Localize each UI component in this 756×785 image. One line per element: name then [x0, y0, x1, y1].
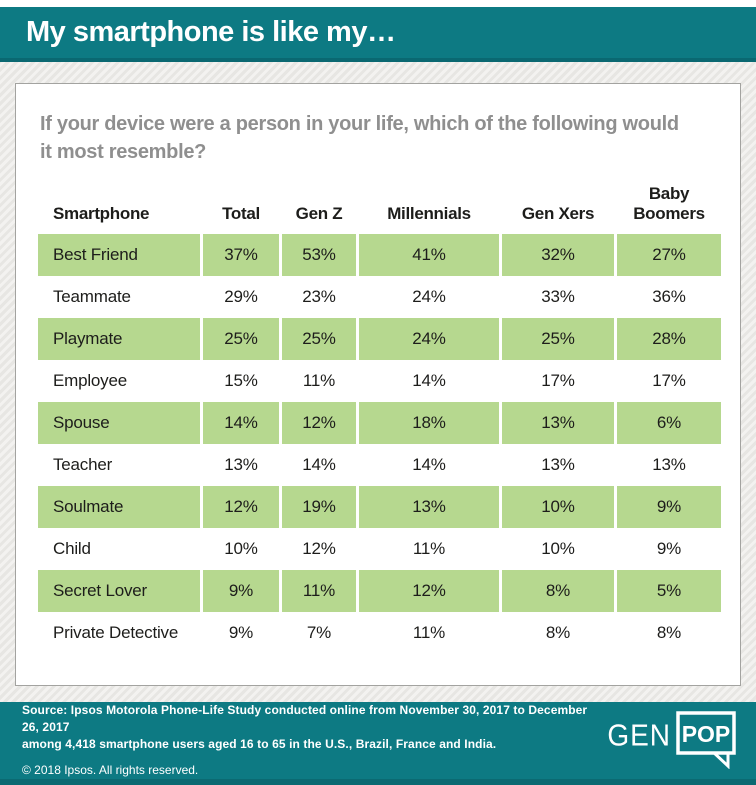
row-value: 25% — [282, 318, 356, 361]
row-value: 13% — [359, 486, 499, 529]
row-value: 13% — [224, 455, 258, 475]
row-label: Employee — [53, 371, 127, 391]
table-row: Private Detective 9% 7% 11% 8% 8% — [38, 612, 722, 654]
col-header-millennials: Millennials — [387, 203, 471, 223]
row-value: 14% — [412, 455, 446, 475]
col-header-babyboomers: Baby Boomers — [633, 184, 705, 223]
table-row: Child 10% 12% 11% 10% 9% — [38, 528, 722, 570]
pop-text: POP — [682, 721, 731, 747]
footer-bar: Source: Ipsos Motorola Phone-Life Study … — [0, 702, 756, 785]
row-value: 10% — [541, 539, 575, 559]
row-value: 9% — [228, 623, 254, 643]
table-row: Spouse 14% 12% 18% 13% 6% — [38, 402, 722, 445]
row-value: 8% — [545, 623, 571, 643]
row-value: 18% — [359, 402, 499, 445]
row-label: Secret Lover — [38, 570, 200, 613]
row-label: Soulmate — [38, 486, 200, 529]
row-value: 37% — [203, 234, 279, 277]
row-value: 10% — [224, 539, 258, 559]
row-value: 41% — [359, 234, 499, 277]
row-value: 11% — [412, 539, 446, 559]
row-label: Spouse — [38, 402, 200, 445]
row-value: 7% — [306, 623, 332, 643]
row-value: 12% — [282, 402, 356, 445]
col-header-genz: Gen Z — [295, 203, 343, 223]
row-value: 15% — [224, 371, 258, 391]
row-value: 14% — [302, 455, 336, 475]
row-value: 24% — [412, 287, 446, 307]
source-text-line1: Source: Ipsos Motorola Phone-Life Study … — [22, 703, 588, 734]
row-label: Teammate — [53, 287, 131, 307]
row-value: 33% — [541, 287, 575, 307]
table-body: Best Friend 37% 53% 41% 32% 27% Teammate 29% 23%… — [38, 234, 722, 654]
col-header-genxers: Gen Xers — [521, 203, 595, 223]
row-value: 11% — [412, 623, 446, 643]
row-value: 10% — [502, 486, 614, 529]
row-value: 5% — [617, 570, 721, 613]
row-value: 17% — [541, 371, 575, 391]
row-value: 12% — [302, 539, 336, 559]
table-row: Playmate 25% 25% 24% 25% 28% — [38, 318, 722, 361]
table-row: Teammate 29% 23% 24% 33% 36% — [38, 276, 722, 318]
copyright-text: © 2018 Ipsos. All rights reserved. — [22, 763, 199, 777]
row-value: 11% — [302, 371, 336, 391]
row-value: 29% — [224, 287, 258, 307]
row-value: 36% — [652, 287, 686, 307]
row-value: 19% — [282, 486, 356, 529]
top-strip — [0, 0, 756, 7]
row-value: 24% — [359, 318, 499, 361]
resemblance-table: Smartphone Total Gen Z Millennials Gen X… — [38, 180, 722, 654]
row-value: 32% — [502, 234, 614, 277]
row-value: 13% — [541, 455, 575, 475]
row-value: 17% — [652, 371, 686, 391]
source-text-line2: among 4,418 smartphone users aged 16 to … — [22, 737, 497, 751]
row-value: 12% — [203, 486, 279, 529]
bubble-box — [676, 710, 736, 755]
content-card: If your device were a person in your lif… — [15, 83, 741, 686]
row-value: 9% — [617, 486, 721, 529]
row-label: Playmate — [38, 318, 200, 361]
table-row: Soulmate 12% 19% 13% 10% 9% — [38, 486, 722, 529]
row-value: 9% — [656, 539, 682, 559]
row-label: Best Friend — [38, 234, 200, 277]
table-row: Employee 15% 11% 14% 17% 17% — [38, 360, 722, 402]
row-value: 28% — [617, 318, 721, 361]
pop-bubble: POP — [676, 710, 736, 769]
gen-text: GEN — [607, 718, 671, 752]
row-value: 12% — [359, 570, 499, 613]
row-label: Child — [53, 539, 91, 559]
table-row: Secret Lover 9% 11% 12% 8% 5% — [38, 570, 722, 613]
row-value: 25% — [203, 318, 279, 361]
page-title: My smartphone is like my… — [26, 16, 396, 48]
row-value: 8% — [656, 623, 682, 643]
row-value: 6% — [617, 402, 721, 445]
footer-text: Source: Ipsos Motorola Phone-Life Study … — [22, 702, 607, 777]
row-value: 27% — [617, 234, 721, 277]
row-value: 53% — [282, 234, 356, 277]
row-label: Private Detective — [53, 623, 179, 643]
row-value: 13% — [652, 455, 686, 475]
genpop-logo: GEN POP — [607, 710, 738, 769]
table-row: Best Friend 37% 53% 41% 32% 27% — [38, 234, 722, 277]
row-label: Teacher — [53, 455, 113, 475]
row-value: 25% — [502, 318, 614, 361]
header-bar: My smartphone is like my… — [0, 7, 756, 62]
table-row: Teacher 13% 14% 14% 13% 13% — [38, 444, 722, 486]
row-value: 23% — [302, 287, 336, 307]
col-header-smartphone: Smartphone — [53, 203, 150, 223]
row-value: 9% — [203, 570, 279, 613]
table-header-row: Smartphone Total Gen Z Millennials Gen X… — [38, 180, 722, 234]
row-value: 14% — [203, 402, 279, 445]
col-header-total: Total — [222, 203, 260, 223]
row-value: 14% — [412, 371, 446, 391]
question-text: If your device were a person in your lif… — [40, 113, 679, 163]
row-value: 8% — [502, 570, 614, 613]
row-value: 13% — [502, 402, 614, 445]
row-value: 11% — [282, 570, 356, 613]
